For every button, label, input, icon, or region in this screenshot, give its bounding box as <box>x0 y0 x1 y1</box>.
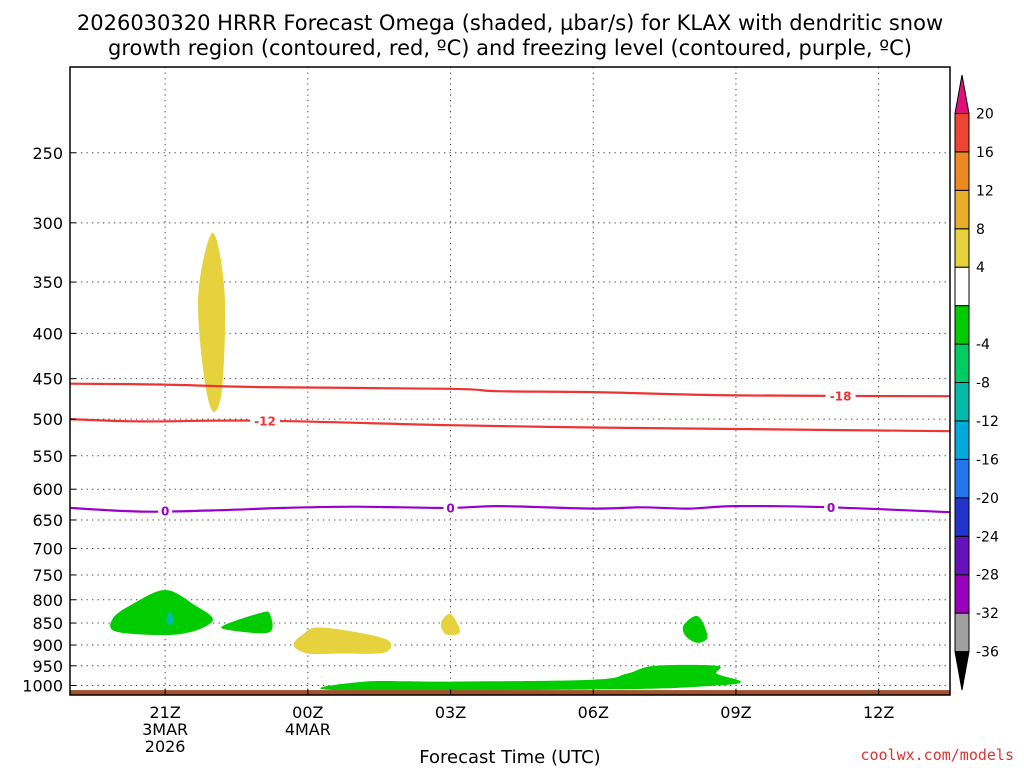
colorbar-label-4: -20 <box>976 491 999 507</box>
colorbar-label-13: 20 <box>976 106 994 122</box>
colorbar-swatch-8 <box>954 343 970 383</box>
upward-motion-plume-350 <box>198 232 226 412</box>
colorbar-swatch-3 <box>954 535 970 576</box>
colorbar-label-0: -36 <box>976 645 999 661</box>
ground-fill <box>70 690 950 695</box>
colorbar-swatch-2 <box>954 574 970 614</box>
colorbar-swatch-10 <box>954 266 970 307</box>
chart-title-line2: growth region (contoured, red, ºC) and f… <box>108 36 912 60</box>
colorbar-label-12: 16 <box>976 145 994 161</box>
dgz-minus-12-line <box>70 418 950 433</box>
y-tick-label-950: 950 <box>32 657 63 676</box>
x-tick-label-0-0: 21Z <box>149 703 180 722</box>
colorbar-label-2: -28 <box>976 568 999 584</box>
y-tick-label-450: 450 <box>32 370 63 389</box>
freezing-level-label-bg-0 <box>158 504 173 519</box>
dgz-minus-18-label-bg-0 <box>825 388 856 403</box>
freezing-level-line <box>70 504 950 514</box>
y-tick-label-300: 300 <box>32 214 63 233</box>
downward-motion-blob-850-mid <box>221 611 273 634</box>
plot-frame <box>69 66 951 696</box>
y-tick-label-650: 650 <box>32 511 63 530</box>
x-tick-label-1-0: 00Z <box>292 703 323 722</box>
y-axis-ticks: 250 300 350 400 450 500 550 600 650 700 750 800 850 9… <box>22 144 76 696</box>
y-tick-label-500: 500 <box>32 410 63 429</box>
y-tick-label-400: 400 <box>32 324 63 343</box>
x-axis-label: Forecast Time (UTC) <box>419 747 600 768</box>
colorbar-label-8: -4 <box>976 337 990 353</box>
credit-text: coolwx.com/models <box>860 746 1014 764</box>
y-tick-label-600: 600 <box>32 480 63 499</box>
contour-lines: -12 -18 0 0 0 <box>70 382 950 519</box>
colorbar-swatch-11 <box>954 228 970 268</box>
y-tick-label-1000: 1000 <box>22 677 63 696</box>
colorbar-swatch-6 <box>954 420 970 460</box>
x-tick-label-0-1: 3MAR <box>142 720 188 739</box>
stronger-downward-core <box>166 611 174 626</box>
upward-motion-blob-900 <box>293 627 392 655</box>
colorbar-swatch-5 <box>954 458 970 499</box>
colorbar-swatch-15 <box>954 74 970 114</box>
downward-motion-near-surface <box>320 664 741 691</box>
colorbar-label-1: -32 <box>976 606 999 622</box>
colorbar: -36 -32 -28 -24 -20 -16 -12 -8 -4 4 8 12 16 20 <box>954 74 999 691</box>
dgz-minus-12-label-bg-0 <box>250 413 281 428</box>
y-tick-label-550: 550 <box>32 447 63 466</box>
y-tick-label-900: 900 <box>32 636 63 655</box>
colorbar-label-3: -24 <box>976 529 999 545</box>
colorbar-label-11: 12 <box>976 183 994 199</box>
colorbar-swatch-7 <box>954 382 970 422</box>
dgz-minus-18-line <box>70 382 950 398</box>
colorbar-swatch-0 <box>954 651 970 691</box>
colorbar-label-10: 8 <box>976 222 985 238</box>
dgz-minus-12-label-0: -12 <box>254 414 276 428</box>
freezing-level-label-bg-2 <box>824 500 839 515</box>
colorbar-swatch-4 <box>954 497 970 537</box>
y-tick-label-250: 250 <box>32 144 63 163</box>
colorbar-swatch-12 <box>954 189 970 230</box>
y-tick-label-750: 750 <box>32 566 63 585</box>
y-tick-label-850: 850 <box>32 614 63 633</box>
y-tick-label-350: 350 <box>32 273 63 292</box>
freezing-level-label-1: 0 <box>446 501 454 515</box>
y-tick-label-800: 800 <box>32 591 63 610</box>
colorbar-swatch-1 <box>954 612 970 653</box>
chart-title-line1: 2026030320 HRRR Forecast Omega (shaded, … <box>77 11 943 35</box>
shaded-regions <box>110 232 741 691</box>
x-tick-label-5-0: 12Z <box>863 703 894 722</box>
plot-background <box>70 67 950 695</box>
x-tick-label-1-1: 4MAR <box>285 720 331 739</box>
x-tick-label-0-2: 2026 <box>145 737 186 756</box>
colorbar-swatch-13 <box>954 151 970 191</box>
colorbar-label-6: -12 <box>976 414 999 430</box>
x-tick-label-2-0: 03Z <box>435 703 466 722</box>
colorbar-label-9: 4 <box>976 260 985 276</box>
x-tick-label-4-0: 09Z <box>720 703 751 722</box>
downward-motion-blob-850-left <box>110 590 213 636</box>
downward-motion-blob-870-right <box>682 615 708 643</box>
freezing-level-label-bg-1 <box>443 500 458 515</box>
colorbar-label-5: -16 <box>976 452 999 468</box>
dgz-minus-18-label-0: -18 <box>830 389 852 403</box>
colorbar-swatch-14 <box>954 112 970 153</box>
freezing-level-label-0: 0 <box>161 505 169 519</box>
colorbar-swatch-9 <box>954 305 970 345</box>
freezing-level-label-2: 0 <box>827 501 835 515</box>
x-tick-label-3-0: 06Z <box>578 703 609 722</box>
y-tick-label-700: 700 <box>32 539 63 558</box>
ground-layer <box>70 690 950 695</box>
colorbar-label-7: -8 <box>976 376 990 392</box>
upward-motion-blob-850 <box>440 613 461 636</box>
